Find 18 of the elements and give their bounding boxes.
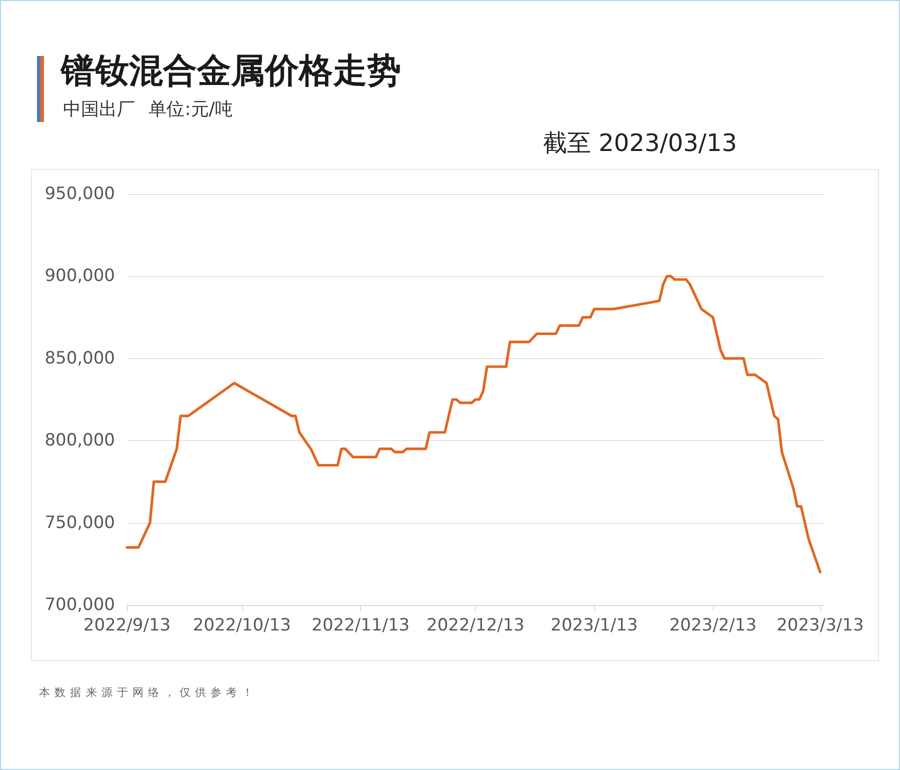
x-tick-label: 2022/9/13 [83,616,171,636]
y-tick-label: 700,000 [44,595,115,615]
y-tick-label: 850,000 [44,348,115,368]
y-tick-label: 900,000 [44,266,115,286]
y-tick-label: 800,000 [44,430,115,451]
text: 本数据来源于网络，仅供参考！ [39,685,258,701]
y-tick-label: 750,000 [44,512,115,533]
x-tick-label: 2023/2/13 [669,616,757,636]
text: 截至 2023/03/13 [543,128,737,159]
x-tick-label: 2022/10/13 [192,616,291,636]
chart-subtitle: 中国出厂 单位:元/吨 [63,98,233,122]
y-tick-label: 950,000 [44,184,115,204]
x-tick-label: 2023/1/13 [550,616,638,636]
x-tick-label: 2022/12/13 [426,616,524,636]
x-tick-label: 2023/3/13 [776,616,864,636]
chart-title: 镨钕混合金属价格走势 [61,50,401,93]
x-tick-label: 2022/11/13 [312,616,410,636]
line-series [126,274,822,574]
